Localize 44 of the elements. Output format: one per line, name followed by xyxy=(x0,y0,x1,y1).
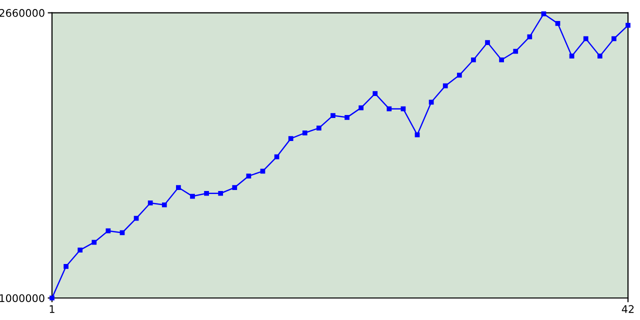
point xyxy=(190,194,195,199)
point xyxy=(64,264,68,269)
point xyxy=(400,106,406,112)
point xyxy=(134,216,139,221)
point xyxy=(569,54,574,59)
point xyxy=(246,174,252,178)
point xyxy=(218,190,224,196)
y-tick-label: 1000000 xyxy=(0,294,44,302)
point xyxy=(260,168,266,174)
point xyxy=(372,91,378,96)
point xyxy=(513,48,518,54)
x-tick-label: 1 xyxy=(50,305,54,313)
point xyxy=(555,21,560,26)
point xyxy=(316,126,322,131)
point xyxy=(120,230,125,236)
point xyxy=(92,240,97,245)
point xyxy=(612,36,616,42)
point xyxy=(583,36,588,42)
point xyxy=(527,34,532,40)
point xyxy=(302,130,308,136)
point xyxy=(176,185,181,190)
point xyxy=(358,105,364,110)
point xyxy=(148,200,153,206)
point xyxy=(414,132,420,138)
point xyxy=(485,40,490,45)
point xyxy=(471,57,476,62)
point xyxy=(386,106,392,112)
x-tick-label: 42 xyxy=(622,305,634,313)
point xyxy=(330,113,336,118)
point xyxy=(626,22,630,28)
point xyxy=(597,54,602,59)
point xyxy=(499,57,504,62)
point xyxy=(288,136,294,141)
point xyxy=(106,228,111,234)
point xyxy=(344,115,350,120)
point xyxy=(541,11,546,16)
point xyxy=(232,185,238,190)
point xyxy=(456,72,462,78)
point xyxy=(274,154,280,160)
point xyxy=(204,190,209,196)
point xyxy=(78,248,83,252)
point xyxy=(442,83,448,88)
point xyxy=(428,100,434,105)
point xyxy=(162,202,167,208)
